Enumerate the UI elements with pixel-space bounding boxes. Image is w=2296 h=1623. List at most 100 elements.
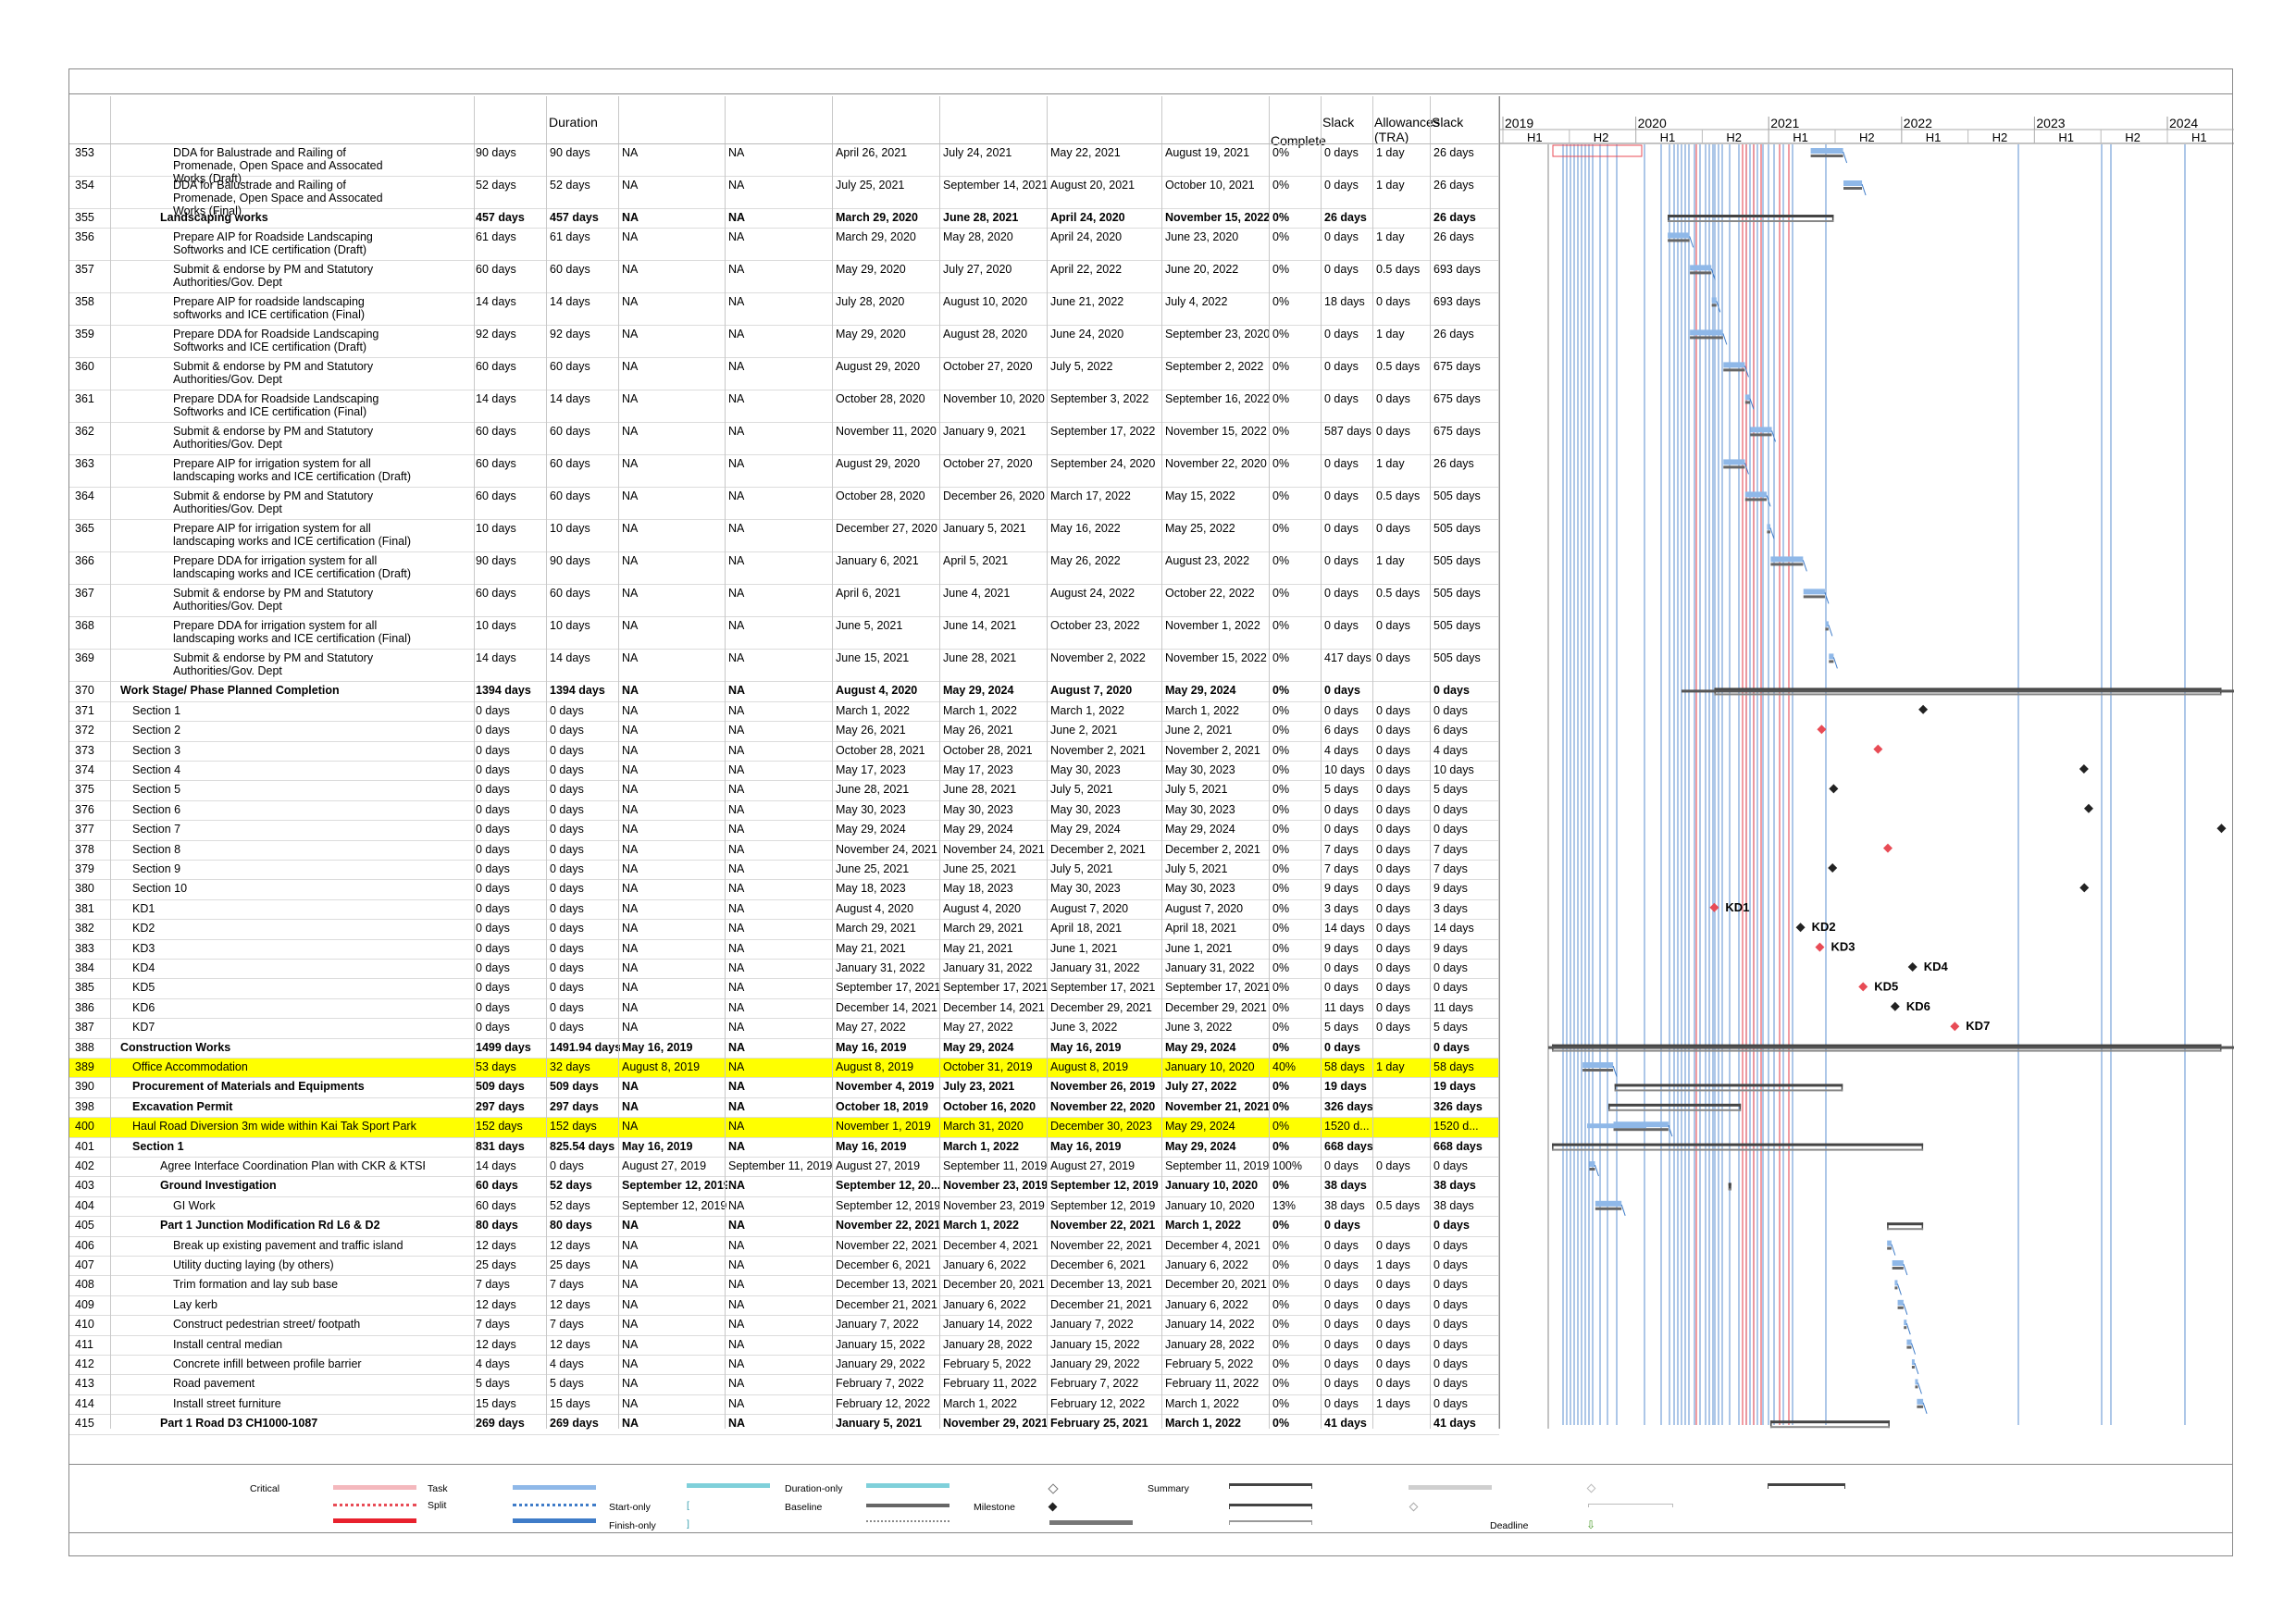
percent-complete-cell: 0% — [1272, 743, 1290, 757]
table-row[interactable]: 364 Submit & endorse by PM and Statutory … — [69, 488, 1499, 521]
table-row[interactable]: 412 Concrete infill between profile barri… — [69, 1356, 1499, 1376]
table-row[interactable]: 387 KD7 0 days 0 days NA NA May 27, 2022 May 27… — [69, 1019, 1499, 1039]
finish-cell: March 1, 2022 — [943, 1396, 1017, 1410]
table-row[interactable]: 373 Section 3 0 days 0 days NA NA October 28, … — [69, 742, 1499, 762]
allowance-cell: 1 days — [1376, 1258, 1410, 1271]
actual-start-cell: NA — [622, 882, 639, 896]
table-row[interactable]: 384 KD4 0 days 0 days NA NA January 31, 2022 Ja… — [69, 960, 1499, 980]
table-row[interactable]: 411 Install central median 12 days 12 days N… — [69, 1336, 1499, 1356]
percent-complete-cell: 0% — [1272, 1179, 1290, 1193]
slack-header[interactable]: Slack — [1322, 115, 1355, 130]
table-row[interactable]: 406 Break up existing pavement and traffi… — [69, 1237, 1499, 1257]
table-row[interactable]: 362 Submit & endorse by PM and Statutory … — [69, 423, 1499, 456]
table-row[interactable]: 388 Construction Works 1499 days 1491.94 da… — [69, 1039, 1499, 1059]
table-row[interactable]: 370 Work Stage/ Phase Planned Completion 1… — [69, 682, 1499, 702]
row-id: 401 — [75, 1139, 94, 1153]
table-row[interactable]: 400 Haul Road Diversion 3m wide within Ka… — [69, 1118, 1499, 1138]
table-row[interactable]: 363 Prepare AIP for irrigation system for… — [69, 455, 1499, 489]
table-row[interactable]: 389 Office Accommodation 53 days 32 days Aug… — [69, 1059, 1499, 1079]
percent-complete-cell: 0% — [1272, 823, 1290, 836]
table-row[interactable]: 383 KD3 0 days 0 days NA NA May 21, 2021 May 21… — [69, 940, 1499, 960]
percent-complete-cell: 0% — [1272, 724, 1290, 737]
table-row[interactable]: 403 Ground Investigation 60 days 52 days Sep… — [69, 1177, 1499, 1197]
column-divider — [618, 96, 619, 1429]
actual-finish-cell: NA — [728, 230, 745, 244]
table-row[interactable]: 353 DDA for Balustrade and Railing of Pro… — [69, 144, 1499, 185]
table-row[interactable]: 372 Section 2 0 days 0 days NA NA May 26, 2021… — [69, 722, 1499, 742]
percent-complete-cell: 0% — [1272, 1080, 1290, 1094]
finish-cell: October 27, 2020 — [943, 360, 1033, 374]
table-row[interactable]: 361 Prepare DDA for Roadside Landscaping … — [69, 390, 1499, 424]
table-row[interactable]: 365 Prepare AIP for irrigation system for… — [69, 520, 1499, 553]
table-row[interactable]: 377 Section 7 0 days 0 days NA NA May 29, 2024… — [69, 821, 1499, 841]
table-row[interactable]: 368 Prepare DDA for irrigation system for… — [69, 617, 1499, 650]
actual-finish-cell: NA — [728, 1198, 745, 1212]
complete-header[interactable]: Complete — [1271, 133, 1326, 148]
table-row[interactable]: 366 Prepare DDA for irrigation system for… — [69, 552, 1499, 586]
table-row[interactable]: 381 KD1 0 days 0 days NA NA August 4, 2020 Augu… — [69, 900, 1499, 921]
table-row[interactable]: 357 Submit & endorse by PM and Statutory … — [69, 261, 1499, 294]
year-label: 2020 — [1638, 116, 1667, 130]
table-row[interactable]: 369 Submit & endorse by PM and Statutory … — [69, 650, 1499, 683]
row-id: 400 — [75, 1120, 94, 1134]
table-row[interactable]: 379 Section 9 0 days 0 days NA NA June 25, 202… — [69, 861, 1499, 881]
half-label: H2 — [1992, 130, 2008, 144]
table-row[interactable]: 385 KD5 0 days 0 days NA NA September 17, 2021… — [69, 979, 1499, 999]
table-row[interactable]: 371 Section 1 0 days 0 days NA NA March 1, 202… — [69, 702, 1499, 723]
free-slack-cell: 0 days — [1324, 1318, 1359, 1332]
duration-header[interactable]: Duration — [549, 115, 598, 130]
table-row[interactable]: 404 GI Work 60 days 52 days September 12, 20… — [69, 1197, 1499, 1218]
finish-cell: July 27, 2020 — [943, 263, 1012, 277]
table-row[interactable]: 358 Prepare AIP for roadside landscaping … — [69, 293, 1499, 327]
table-row[interactable]: 376 Section 6 0 days 0 days NA NA May 30, 2023… — [69, 801, 1499, 822]
late-start-cell: November 26, 2019 — [1050, 1080, 1156, 1094]
slack-total-header[interactable]: Slack — [1432, 115, 1464, 130]
allowances-header[interactable]: Allowances (TRA) — [1374, 115, 1440, 144]
actual-finish-cell: NA — [728, 457, 745, 471]
free-slack-cell: 668 days — [1324, 1139, 1373, 1153]
actual-finish-cell: NA — [728, 882, 745, 896]
legend-duration-only-swatch-2 — [866, 1483, 949, 1488]
table-row[interactable]: 355 Landscaping works 457 days 457 days NA NA… — [69, 209, 1499, 229]
legend-summary-label: Summary — [1148, 1483, 1189, 1494]
table-row[interactable]: 409 Lay kerb 12 days 12 days NA NA December 21… — [69, 1296, 1499, 1317]
table-row[interactable]: 378 Section 8 0 days 0 days NA NA November 24,… — [69, 841, 1499, 861]
remaining-duration-cell: 269 days — [550, 1417, 599, 1431]
table-row[interactable]: 402 Agree Interface Coordination Plan wit… — [69, 1158, 1499, 1178]
free-slack-cell: 11 days — [1324, 1000, 1364, 1014]
summary-bar-cap — [1668, 215, 1669, 222]
dependency-link — [1922, 1402, 1928, 1414]
table-row[interactable]: 408 Trim formation and lay sub base 7 days… — [69, 1276, 1499, 1296]
legend-summary-swatch — [1229, 1483, 1312, 1489]
table-row[interactable]: 414 Install street furniture 15 days 15 day… — [69, 1395, 1499, 1416]
table-row[interactable]: 360 Submit & endorse by PM and Statutory … — [69, 358, 1499, 391]
allowance-cell — [1376, 1177, 1432, 1179]
table-row[interactable]: 380 Section 10 0 days 0 days NA NA May 18, 202… — [69, 880, 1499, 900]
table-row[interactable]: 415 Part 1 Road D3 CH1000-1087 269 days 269… — [69, 1415, 1499, 1435]
table-row[interactable]: 390 Procurement of Materials and Equipmen… — [69, 1078, 1499, 1098]
table-row[interactable]: 405 Part 1 Junction Modification Rd L6 & … — [69, 1217, 1499, 1237]
legend-duration-only-swatch — [687, 1483, 770, 1488]
late-start-cell: May 16, 2019 — [1050, 1040, 1122, 1054]
table-row[interactable]: 401 Section 1 831 days 825.54 days May 16, 2… — [69, 1138, 1499, 1158]
task-name: Prepare DDA for irrigation system for al… — [173, 619, 412, 646]
task-name: Section 2 — [132, 724, 181, 737]
table-row[interactable]: 375 Section 5 0 days 0 days NA NA June 28, 202… — [69, 781, 1499, 801]
table-row[interactable]: 374 Section 4 0 days 0 days NA NA May 17, 2023… — [69, 762, 1499, 782]
total-slack-cell: 0 days — [1433, 1278, 1468, 1292]
baseline-bar — [1690, 271, 1712, 275]
task-name: Submit & endorse by PM and Statutory Aut… — [173, 263, 374, 290]
table-row[interactable]: 407 Utility ducting laying (by others) 25 … — [69, 1257, 1499, 1277]
table-row[interactable]: 386 KD6 0 days 0 days NA NA December 14, 2021 D… — [69, 999, 1499, 1020]
duration-cell: 61 days — [476, 230, 516, 244]
start-cell: September 12, 20... — [836, 1179, 941, 1193]
table-row[interactable]: 410 Construct pedestrian street/ footpath… — [69, 1316, 1499, 1336]
table-row[interactable]: 382 KD2 0 days 0 days NA NA March 29, 2021 Marc… — [69, 920, 1499, 940]
baseline-bar — [1589, 1168, 1595, 1171]
table-row[interactable]: 398 Excavation Permit 297 days 297 days NA NA… — [69, 1098, 1499, 1119]
table-row[interactable]: 413 Road pavement 5 days 5 days NA NA February… — [69, 1375, 1499, 1395]
table-row[interactable]: 356 Prepare AIP for Roadside Landscaping … — [69, 229, 1499, 262]
table-row[interactable]: 359 Prepare DDA for Roadside Landscaping … — [69, 326, 1499, 359]
table-row[interactable]: 367 Submit & endorse by PM and Statutory … — [69, 585, 1499, 618]
table-row[interactable]: 354 DDA for Balustrade and Railing of Pro… — [69, 177, 1499, 217]
